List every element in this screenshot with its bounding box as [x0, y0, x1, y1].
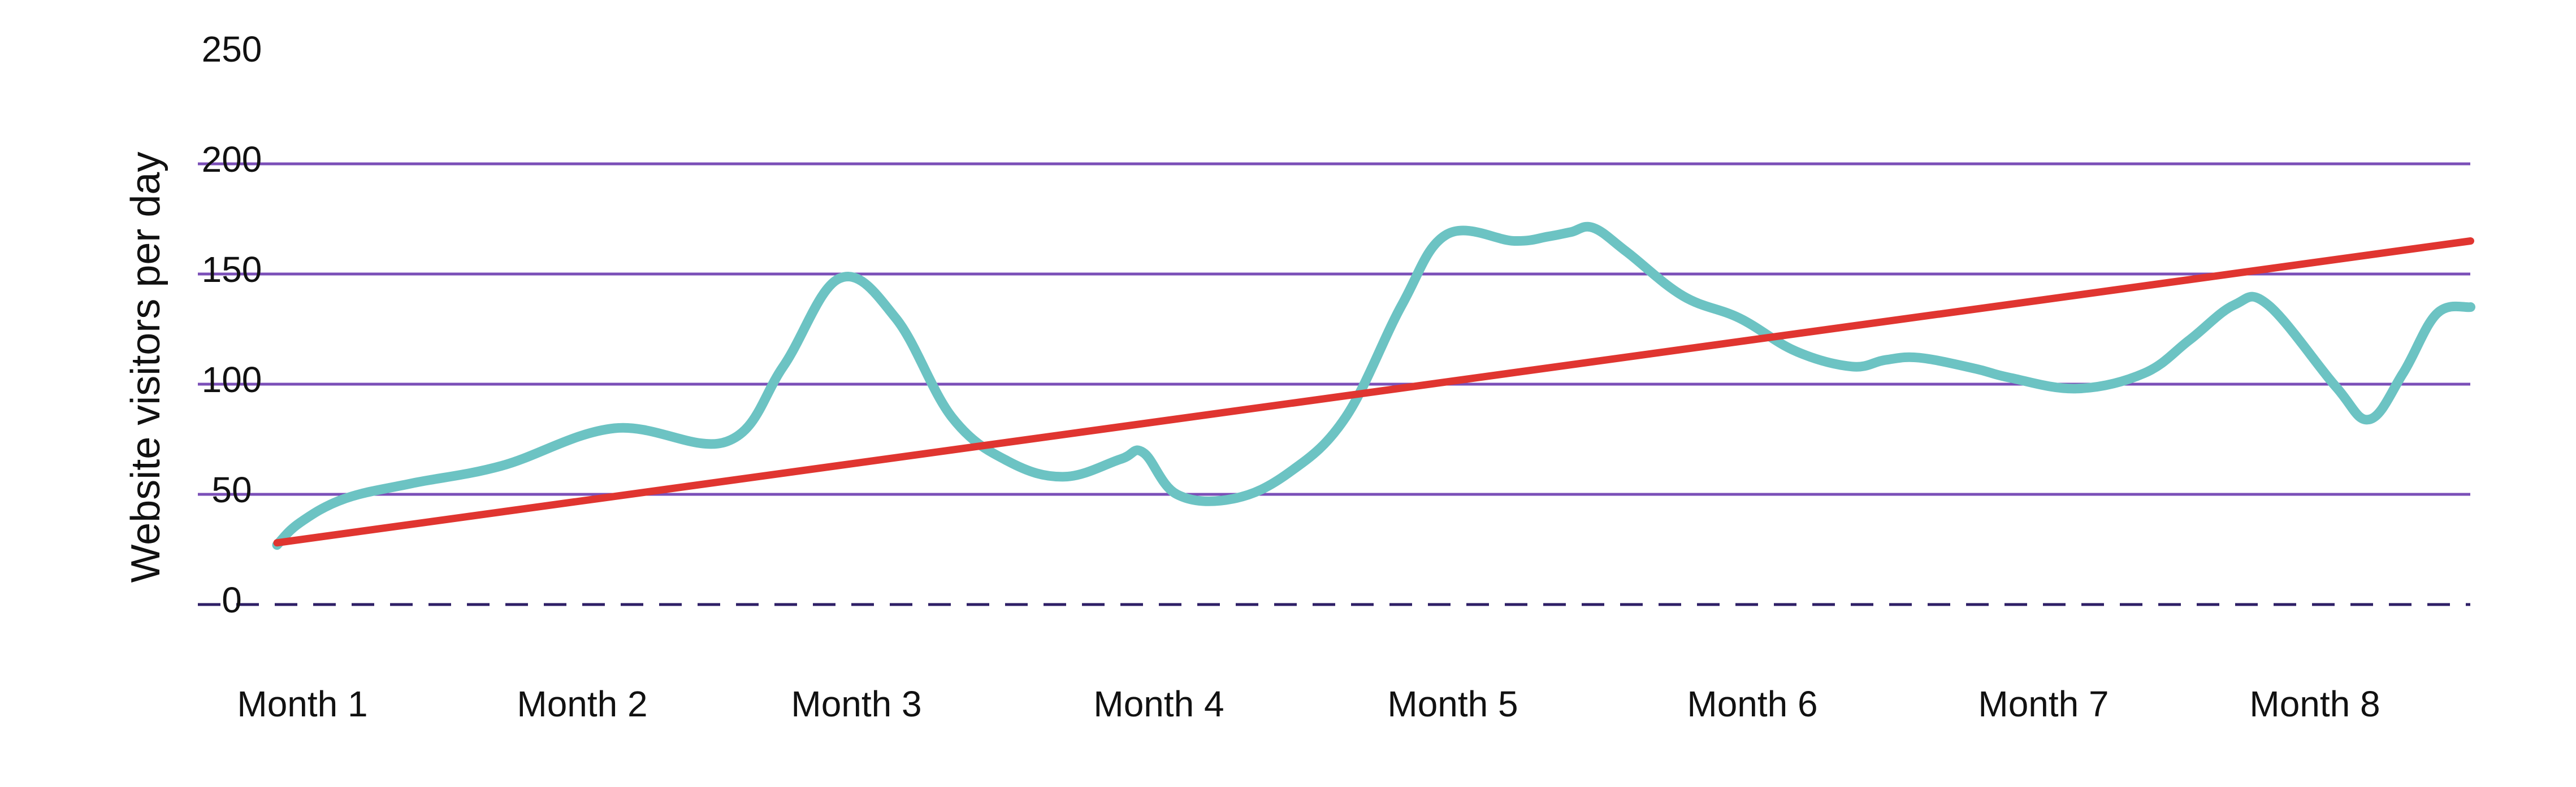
- visitors-series-line: [272, 221, 2475, 550]
- x-tick-label: Month 1: [237, 684, 367, 724]
- y-tick-label: 50: [211, 469, 252, 510]
- y-tick-label: 150: [202, 249, 262, 290]
- trend-line: [273, 237, 2474, 547]
- gridlines: [198, 162, 2470, 606]
- y-tick-label: 250: [202, 29, 262, 69]
- series-lines: [272, 221, 2475, 550]
- y-tick-label: 200: [202, 139, 262, 180]
- x-axis-ticks: Month 1 Month 2 Month 3 Month 4 Month 5 Month…: [237, 684, 2380, 724]
- y-tick-label: 100: [202, 359, 262, 400]
- x-tick-label: Month 5: [1387, 684, 1518, 724]
- y-axis-label: Website visitors per day: [123, 152, 168, 583]
- y-axis-ticks: 0 50 100 150 200 250: [202, 29, 262, 620]
- x-tick-label: Month 3: [791, 684, 921, 724]
- y-tick-label: 0: [222, 580, 242, 620]
- x-tick-label: Month 8: [2249, 684, 2380, 724]
- x-tick-label: Month 6: [1687, 684, 1817, 724]
- x-tick-label: Month 4: [1093, 684, 1224, 724]
- x-tick-label: Month 2: [517, 684, 647, 724]
- x-tick-label: Month 7: [1978, 684, 2109, 724]
